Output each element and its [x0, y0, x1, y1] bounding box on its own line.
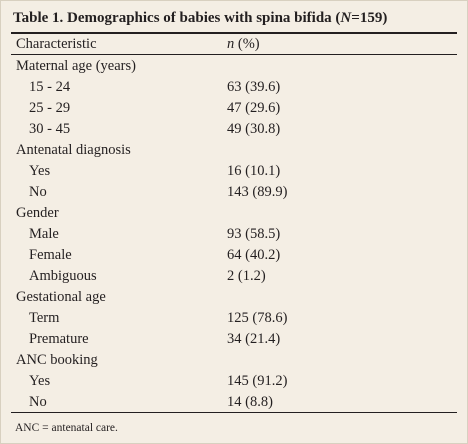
row-value: 93 (58.5)	[227, 226, 281, 242]
rule	[11, 412, 457, 413]
group-label: Antenatal diagnosis	[16, 142, 131, 158]
group-label: Maternal age (years)	[16, 58, 136, 74]
row-label: Premature	[29, 331, 89, 347]
row-value: 63 (39.6)	[227, 79, 281, 95]
row-label: Ambiguous	[29, 268, 97, 284]
row-label: Yes	[29, 373, 51, 389]
rule	[11, 54, 457, 55]
footnote: ANC = antenatal care.	[15, 422, 118, 434]
row-value: 49 (30.8)	[227, 121, 281, 137]
header-text: (%)	[234, 36, 260, 52]
row-label: 30 - 45	[29, 121, 71, 137]
table-title: Table 1. Demographics of babies with spi…	[13, 9, 387, 27]
group-label: ANC booking	[16, 352, 98, 368]
row-value: 47 (29.6)	[227, 100, 281, 116]
row-label: 15 - 24	[29, 79, 71, 95]
title-text: Table 1. Demographics of babies with spi…	[13, 10, 341, 26]
group-label: Gestational age	[16, 289, 106, 305]
row-label: 25 - 29	[29, 100, 71, 116]
title-italic: N	[340, 10, 352, 26]
row-label: Male	[29, 226, 59, 242]
header-cell: n (%)	[227, 35, 260, 53]
row-value: 145 (91.2)	[227, 373, 288, 389]
rule	[11, 32, 457, 34]
header-cell: Characteristic	[16, 36, 97, 52]
title-text: =159)	[351, 10, 388, 26]
header-italic: n	[227, 36, 235, 52]
row-label: Female	[29, 247, 72, 263]
row-label: No	[29, 394, 47, 410]
row-label: Term	[29, 310, 60, 326]
row-value: 64 (40.2)	[227, 247, 281, 263]
row-label: Yes	[29, 163, 51, 179]
row-value: 143 (89.9)	[227, 184, 288, 200]
group-label: Gender	[16, 205, 59, 221]
row-value: 2 (1.2)	[227, 268, 266, 284]
row-label: No	[29, 184, 47, 200]
row-value: 16 (10.1)	[227, 163, 281, 179]
row-value: 125 (78.6)	[227, 310, 288, 326]
row-value: 14 (8.8)	[227, 394, 273, 410]
row-value: 34 (21.4)	[227, 331, 281, 347]
